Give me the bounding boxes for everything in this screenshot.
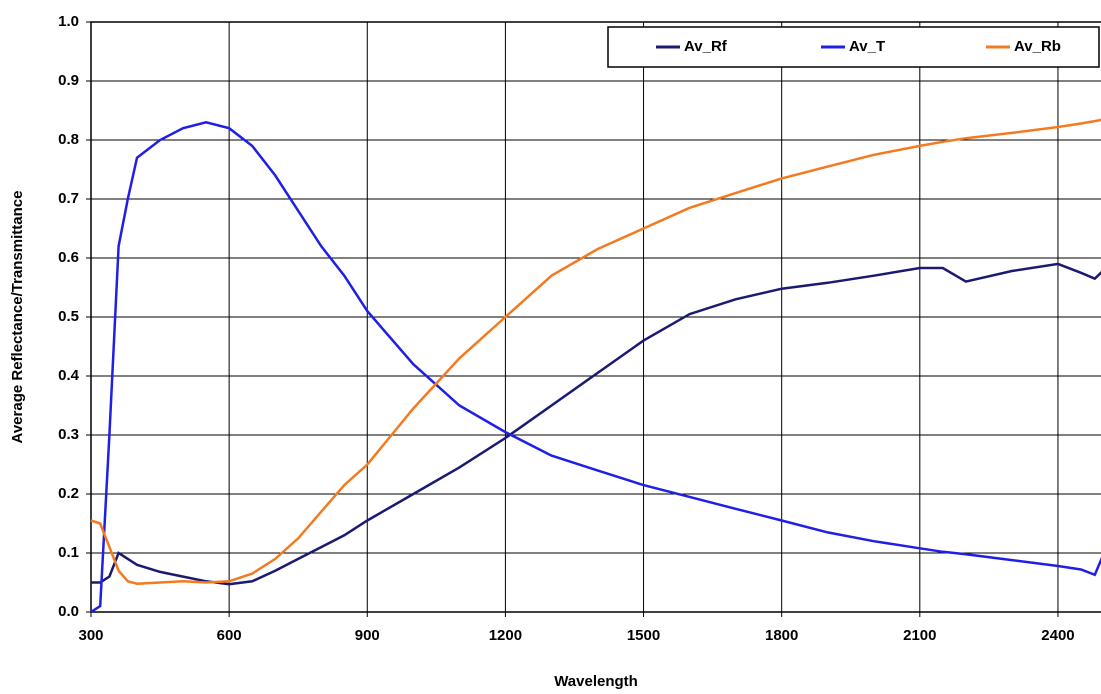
x-tick-label: 2400 <box>1041 627 1074 644</box>
y-tick-label: 1.0 <box>58 13 79 30</box>
series-line <box>90 121 1101 614</box>
x-tick-label: 600 <box>217 627 242 644</box>
y-tick-label: 0.6 <box>58 249 79 266</box>
series-line <box>91 262 1101 586</box>
legend-label: Av_Rf <box>684 38 728 55</box>
x-tick-label: 1500 <box>627 627 660 644</box>
y-tick-label: 0.8 <box>58 131 79 148</box>
y-tick-label: 0.1 <box>58 544 79 561</box>
y-tick-label: 0.4 <box>58 367 80 384</box>
y-tick-label: 0.9 <box>58 72 79 89</box>
y-tick-label: 0.0 <box>58 603 79 620</box>
x-tick-label: 300 <box>78 627 103 644</box>
legend-box <box>607 26 1100 68</box>
y-tick-label: 0.7 <box>58 190 79 207</box>
legend-label: Av_Rb <box>1014 38 1061 55</box>
legend-label: Av_T <box>849 38 885 55</box>
series-line <box>90 118 1101 585</box>
plot-border <box>90 21 1101 613</box>
x-axis-label: Wavelength <box>554 673 638 690</box>
x-tick-label: 1800 <box>765 627 798 644</box>
y-axis-label: Average Reflectance/Transmittance <box>9 191 26 444</box>
x-tick-label: 900 <box>355 627 380 644</box>
x-tick-label: 1200 <box>489 627 522 644</box>
y-tick-label: 0.2 <box>58 485 79 502</box>
y-tick-label: 0.3 <box>58 426 79 443</box>
x-tick-label: 2100 <box>903 627 936 644</box>
y-tick-label: 0.5 <box>58 308 79 325</box>
